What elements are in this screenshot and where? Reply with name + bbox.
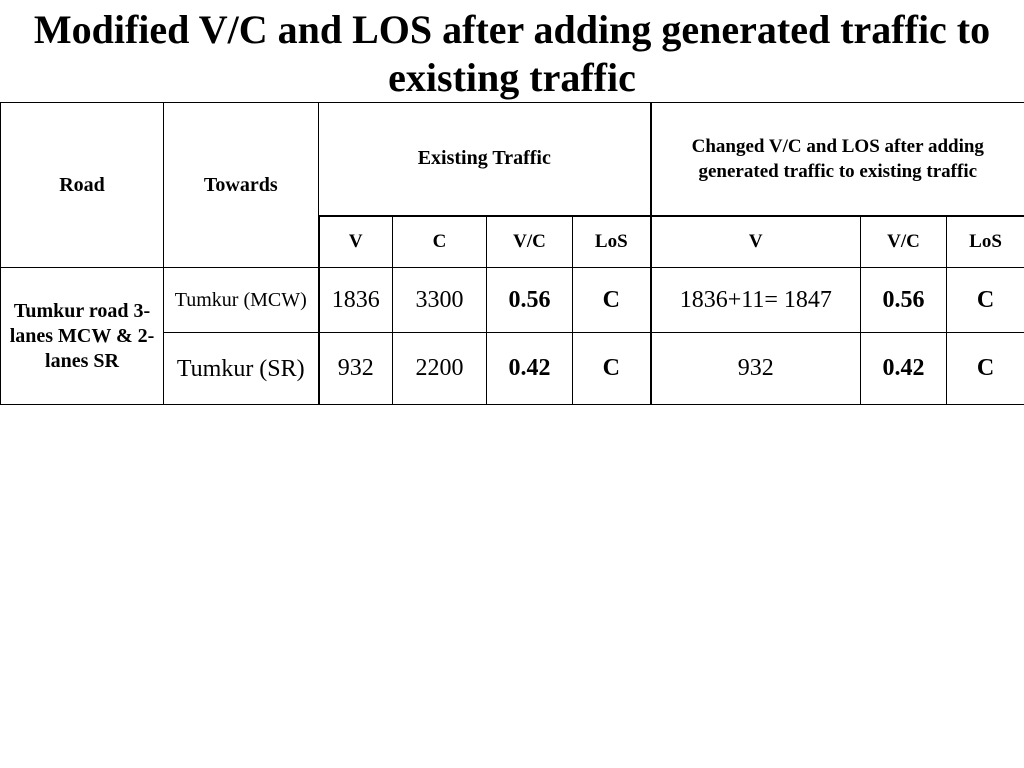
header-row-1: Road Towards Existing Traffic Changed V/… [0,102,1024,268]
header-changed-vc: V/C [860,214,948,268]
existing-vc-cell: 0.56 [486,267,573,333]
header-existing-vc: V/C [486,214,573,268]
header-changed-v: V [649,214,862,268]
header-existing-traffic: Existing Traffic [317,102,652,216]
changed-vc-cell: 0.42 [860,332,948,405]
traffic-table: Road Towards Existing Traffic Changed V/… [0,102,1024,405]
existing-v-cell: 1836 [317,267,393,333]
existing-los-cell: C [571,267,652,333]
changed-los-cell: C [946,332,1024,405]
header-changed-los: LoS [946,214,1024,268]
existing-v-cell: 932 [317,332,393,405]
header-changed: Changed V/C and LOS after adding generat… [649,102,1024,216]
towards-cell: Tumkur (MCW) [163,267,319,333]
road-name: Tumkur road 3-lanes MCW & 2-lanes SR [0,267,164,405]
changed-vc-cell: 0.56 [860,267,948,333]
header-existing-c: C [392,214,487,268]
header-existing-los: LoS [571,214,652,268]
existing-los-cell: C [571,332,652,405]
changed-v-cell: 1836+11= 1847 [649,267,862,333]
existing-c-cell: 3300 [392,267,487,333]
table-row: Tumkur (SR) 932 2200 0.42 C 932 0.42 C [1,332,1024,405]
table-row: Tumkur road 3-lanes MCW & 2-lanes SR Tum… [0,267,1024,405]
header-towards: Towards [163,102,319,268]
existing-vc-cell: 0.42 [486,332,573,405]
changed-los-cell: C [946,267,1024,333]
header-road: Road [0,102,164,268]
changed-v-cell: 932 [649,332,862,405]
existing-c-cell: 2200 [392,332,487,405]
header-existing-v: V [317,214,393,268]
towards-cell: Tumkur (SR) [163,332,319,405]
slide-title: Modified V/C and LOS after adding genera… [33,7,991,100]
header-row-2: V C V/C LoS V V/C LoS [1,214,1024,268]
